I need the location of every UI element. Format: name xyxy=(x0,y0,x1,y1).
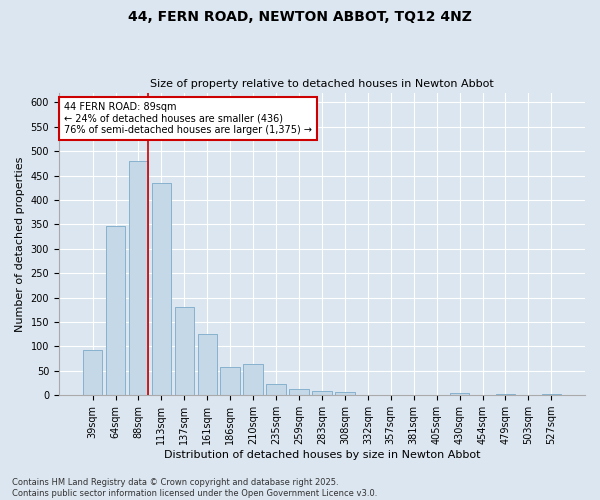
Y-axis label: Number of detached properties: Number of detached properties xyxy=(15,156,25,332)
Bar xyxy=(152,183,171,395)
Bar xyxy=(197,334,217,395)
Bar xyxy=(175,307,194,395)
Bar xyxy=(266,384,286,395)
Bar xyxy=(83,350,103,395)
Bar xyxy=(496,394,515,395)
Bar xyxy=(106,226,125,395)
Bar xyxy=(220,368,240,395)
Bar xyxy=(289,390,309,395)
Bar xyxy=(335,392,355,395)
Bar xyxy=(450,394,469,395)
Bar xyxy=(128,161,148,395)
Text: 44 FERN ROAD: 89sqm
← 24% of detached houses are smaller (436)
76% of semi-detac: 44 FERN ROAD: 89sqm ← 24% of detached ho… xyxy=(64,102,312,135)
Text: 44, FERN ROAD, NEWTON ABBOT, TQ12 4NZ: 44, FERN ROAD, NEWTON ABBOT, TQ12 4NZ xyxy=(128,10,472,24)
Bar xyxy=(312,392,332,395)
Bar xyxy=(542,394,561,395)
Text: Contains HM Land Registry data © Crown copyright and database right 2025.
Contai: Contains HM Land Registry data © Crown c… xyxy=(12,478,377,498)
Title: Size of property relative to detached houses in Newton Abbot: Size of property relative to detached ho… xyxy=(150,79,494,89)
X-axis label: Distribution of detached houses by size in Newton Abbot: Distribution of detached houses by size … xyxy=(164,450,480,460)
Bar xyxy=(244,364,263,395)
